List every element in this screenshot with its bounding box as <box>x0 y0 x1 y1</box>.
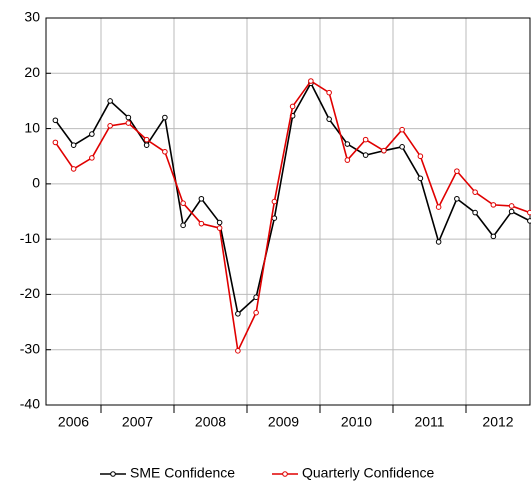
y-tick-label: -30 <box>20 340 40 356</box>
point <box>143 136 150 143</box>
point <box>70 142 77 148</box>
point <box>52 139 59 146</box>
point <box>235 310 241 317</box>
y-tick-label: -10 <box>20 230 40 246</box>
point <box>417 175 424 182</box>
point <box>107 98 113 104</box>
point <box>326 89 332 96</box>
legend-marker <box>110 471 116 477</box>
point <box>107 123 113 129</box>
point <box>89 131 95 137</box>
x-tick-label: 2012 <box>482 414 513 430</box>
point <box>271 198 278 205</box>
point <box>89 155 95 161</box>
point <box>235 348 241 354</box>
point <box>435 204 442 210</box>
point <box>435 239 442 245</box>
point <box>162 148 168 155</box>
point <box>527 209 531 216</box>
y-tick-label: -40 <box>20 396 40 412</box>
point <box>399 126 405 133</box>
y-tick-label: -20 <box>20 285 40 301</box>
x-tick-label: 2008 <box>195 414 226 430</box>
point <box>271 215 278 221</box>
x-tick-label: 2007 <box>122 414 153 430</box>
x-tick-label: 2010 <box>341 414 372 430</box>
point <box>344 141 351 147</box>
point <box>180 200 186 207</box>
point <box>162 114 168 121</box>
x-tick-label: 2009 <box>268 414 299 430</box>
point <box>326 116 332 122</box>
point <box>472 189 478 195</box>
point <box>308 78 314 84</box>
point <box>381 147 387 154</box>
point <box>125 120 132 126</box>
point <box>289 103 296 110</box>
y-tick-label: 0 <box>32 175 40 191</box>
point <box>198 195 205 202</box>
point <box>52 117 59 124</box>
x-tick-label: 2011 <box>414 414 444 430</box>
point <box>362 152 369 158</box>
point <box>454 168 460 174</box>
point <box>198 220 205 227</box>
point <box>70 166 77 172</box>
point <box>472 209 478 216</box>
legend-marker <box>282 471 288 477</box>
point <box>490 233 497 240</box>
point <box>253 309 259 316</box>
point <box>125 114 132 121</box>
y-tick-label: 30 <box>24 9 40 25</box>
point <box>508 203 515 209</box>
point <box>216 225 223 231</box>
point <box>454 195 460 202</box>
point <box>527 218 531 224</box>
plot-area <box>46 18 530 405</box>
y-tick-label: 20 <box>24 64 40 80</box>
point <box>216 219 223 226</box>
point <box>143 142 150 148</box>
point <box>399 144 405 150</box>
point <box>362 136 369 143</box>
legend-label: Quarterly Confidence <box>302 465 435 481</box>
legend-label: SME Confidence <box>130 465 235 481</box>
x-tick-label: 2006 <box>58 414 89 430</box>
point <box>490 202 497 208</box>
point <box>417 153 424 160</box>
y-tick-label: 10 <box>24 119 40 135</box>
point <box>344 157 351 163</box>
point <box>180 222 186 229</box>
point <box>508 208 515 215</box>
